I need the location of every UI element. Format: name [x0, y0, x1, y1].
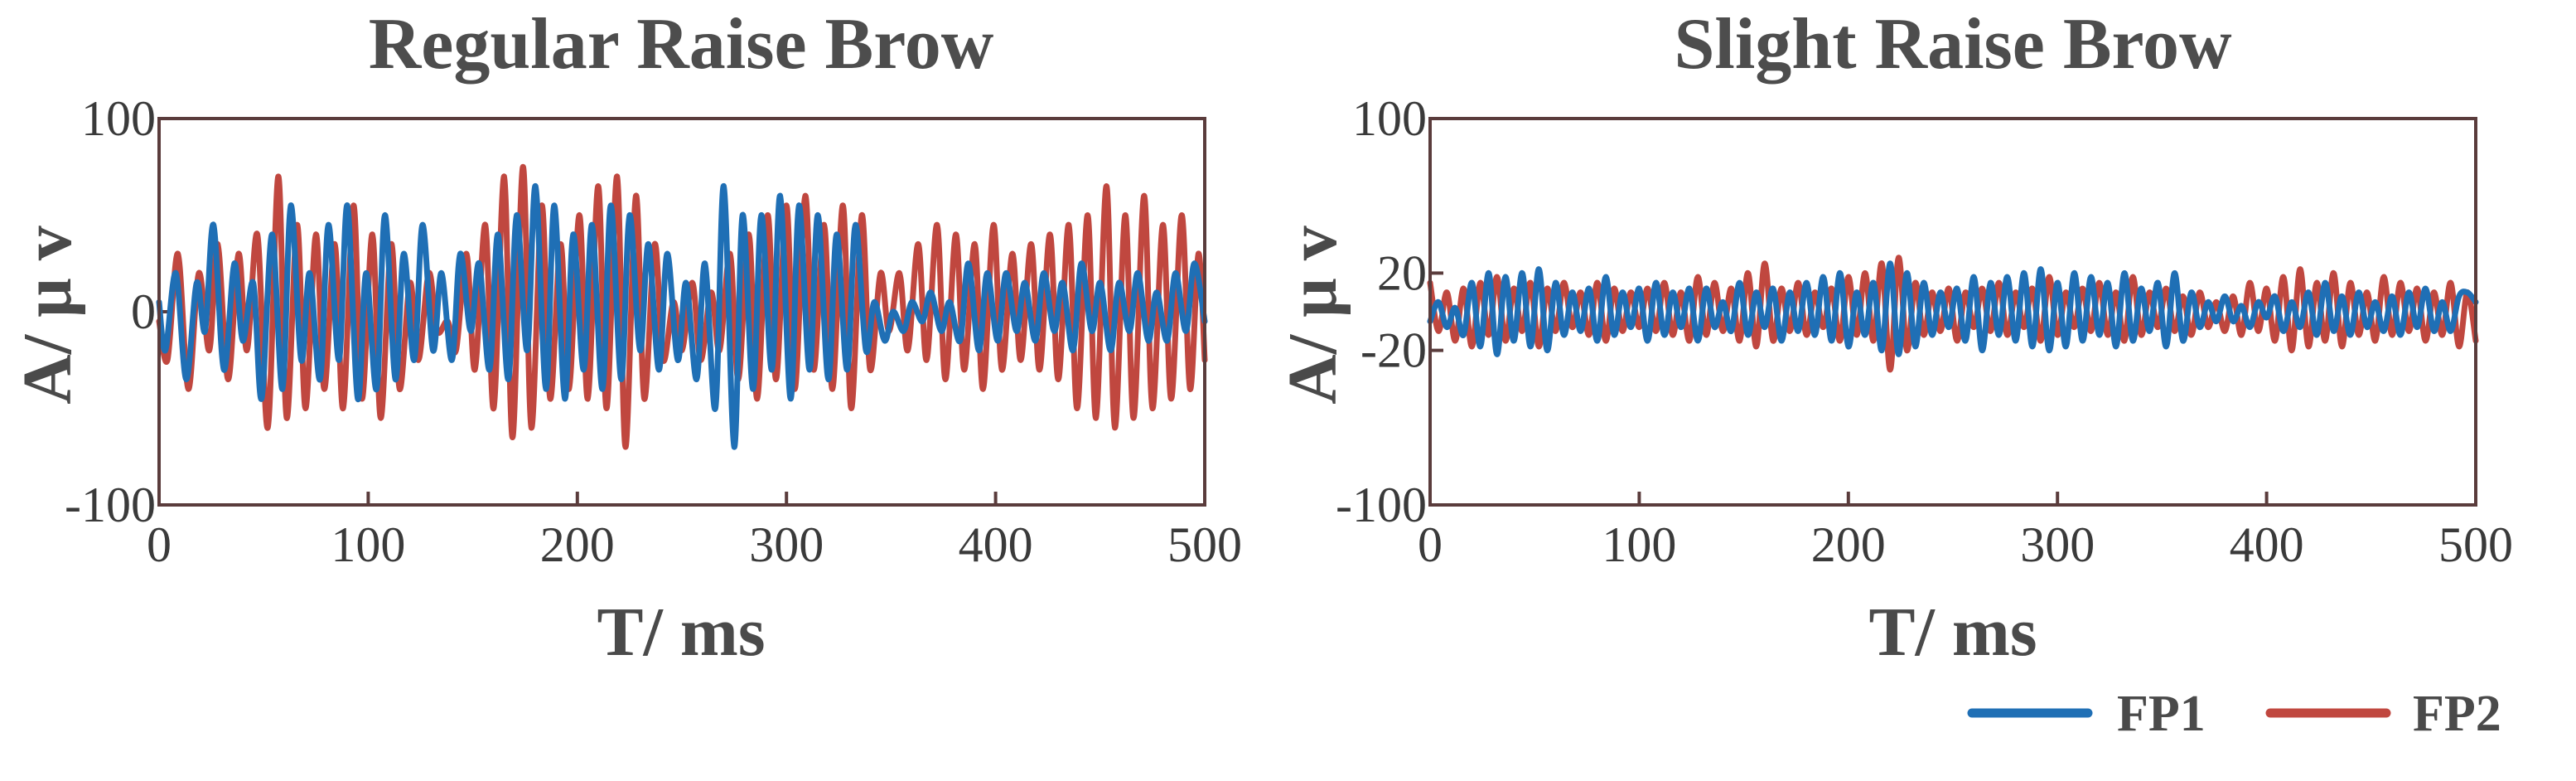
x-tick-label: 0: [1418, 517, 1443, 572]
x-tick-label: 0: [147, 517, 172, 572]
x-tick-labels: 0 100 200 300 400 500: [147, 517, 1242, 572]
legend-label-fp2: FP2: [2413, 686, 2501, 742]
x-axis-label: T/ ms: [597, 594, 765, 671]
x-tick-label: 400: [2230, 517, 2304, 572]
y-tick-labels: -100 0 100: [65, 91, 156, 532]
x-axis-label: T/ ms: [1868, 594, 2037, 671]
series-lines: [156, 163, 1208, 450]
chart-regular-raise-brow: Regular Raise Brow A/ μ v T/ ms -1000100…: [9, 4, 1242, 671]
x-tick-label: 200: [1811, 517, 1886, 572]
y-axis-label: A/ μ v: [9, 226, 86, 405]
x-tick-label: 500: [1167, 517, 1242, 572]
chart-slight-raise-brow: Slight Raise Brow A/ μ v T/ ms -100 -20 20…: [1274, 4, 2513, 671]
x-tick-labels: 0 100 200 300 400 500: [1418, 517, 2513, 572]
x-tick-label: 400: [959, 517, 1033, 572]
y-tick-label: -20: [1360, 323, 1427, 378]
y-tick-label: 100: [81, 91, 156, 146]
y-tick-label: 0: [131, 284, 156, 339]
y-tick-label: -100: [1336, 478, 1427, 532]
x-tick-label: 500: [2438, 517, 2513, 572]
series-lines: [1427, 255, 2479, 373]
chart-title: Regular Raise Brow: [369, 4, 994, 85]
x-tick-label: 100: [1602, 517, 1676, 572]
chart-title: Slight Raise Brow: [1674, 4, 2232, 85]
x-tick-label: 200: [540, 517, 615, 572]
y-tick-label: 100: [1352, 91, 1427, 146]
x-tick-label: 300: [2020, 517, 2095, 572]
legend: FP1 FP2: [1967, 686, 2501, 742]
legend-label-fp1: FP1: [2117, 686, 2206, 742]
x-tick-label: 300: [749, 517, 824, 572]
plot-frame: [1428, 117, 2477, 507]
y-axis-label: A/ μ v: [1274, 226, 1351, 405]
series-line-fp1: [156, 183, 1208, 450]
plot-frame: [157, 117, 1206, 507]
y-tick-label: -100: [65, 478, 156, 532]
series-line-fp1: [1427, 260, 2479, 357]
y-tick-label: 20: [1377, 245, 1427, 300]
y-tick-labels: -100 -20 20 100: [1336, 91, 1427, 532]
x-tick-label: 100: [331, 517, 405, 572]
